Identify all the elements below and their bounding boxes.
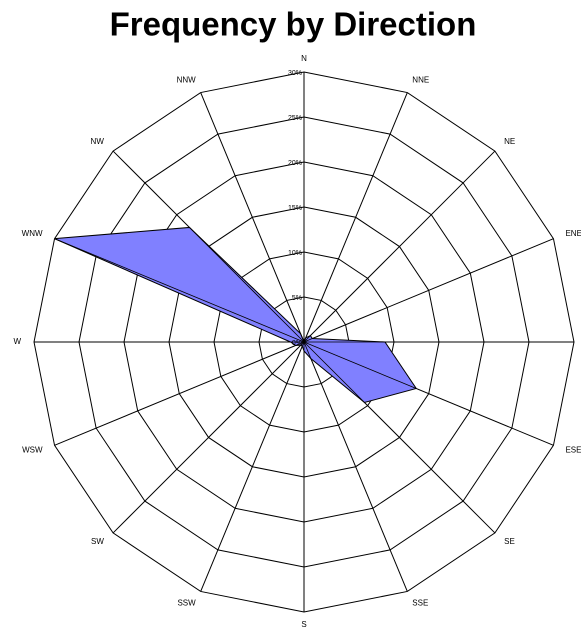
r-tick-label: 15%: [288, 205, 302, 212]
spoke: [112, 341, 305, 534]
category-label: WSW: [22, 445, 43, 454]
r-tick-label: 30%: [288, 70, 302, 77]
r-tick-label: 20%: [288, 160, 302, 167]
category-label: SE: [504, 537, 515, 546]
category-label: SSW: [177, 599, 196, 608]
spoke: [200, 92, 305, 343]
r-tick-label: 25%: [288, 115, 302, 122]
data-spoke: [54, 238, 305, 343]
data-spoke: [295, 341, 305, 346]
category-label: NNW: [177, 76, 197, 85]
spoke: [303, 92, 408, 343]
spoke: [54, 341, 305, 446]
category-label: WNW: [22, 229, 43, 238]
r-tick-label: 10%: [288, 250, 302, 257]
category-label: W: [13, 337, 21, 346]
category-label: N: [301, 54, 307, 63]
category-label: NW: [91, 137, 105, 146]
category-label: SW: [91, 537, 104, 546]
data-spoke: [303, 338, 313, 343]
data-spoke: [303, 335, 311, 343]
spoke: [303, 150, 496, 343]
r-tick-label: 0%: [292, 340, 302, 347]
category-label: NNE: [412, 76, 429, 85]
r-tick-label: 5%: [292, 295, 302, 302]
chart-title: Frequency by Direction: [110, 6, 477, 43]
data-spoke: [189, 227, 305, 343]
data-area: [54, 226, 418, 404]
spoke: [200, 341, 305, 592]
data-spoke: [303, 341, 312, 359]
spoke: [303, 238, 554, 343]
data-spoke: [303, 341, 417, 389]
category-label: SSE: [412, 599, 428, 608]
category-label: S: [301, 620, 306, 629]
category-label: NE: [504, 137, 515, 146]
data-spoke: [300, 333, 305, 343]
category-label: ESE: [565, 445, 581, 454]
category-label: ENE: [565, 229, 581, 238]
data-spoke: [303, 341, 365, 403]
spoke: [303, 341, 408, 592]
